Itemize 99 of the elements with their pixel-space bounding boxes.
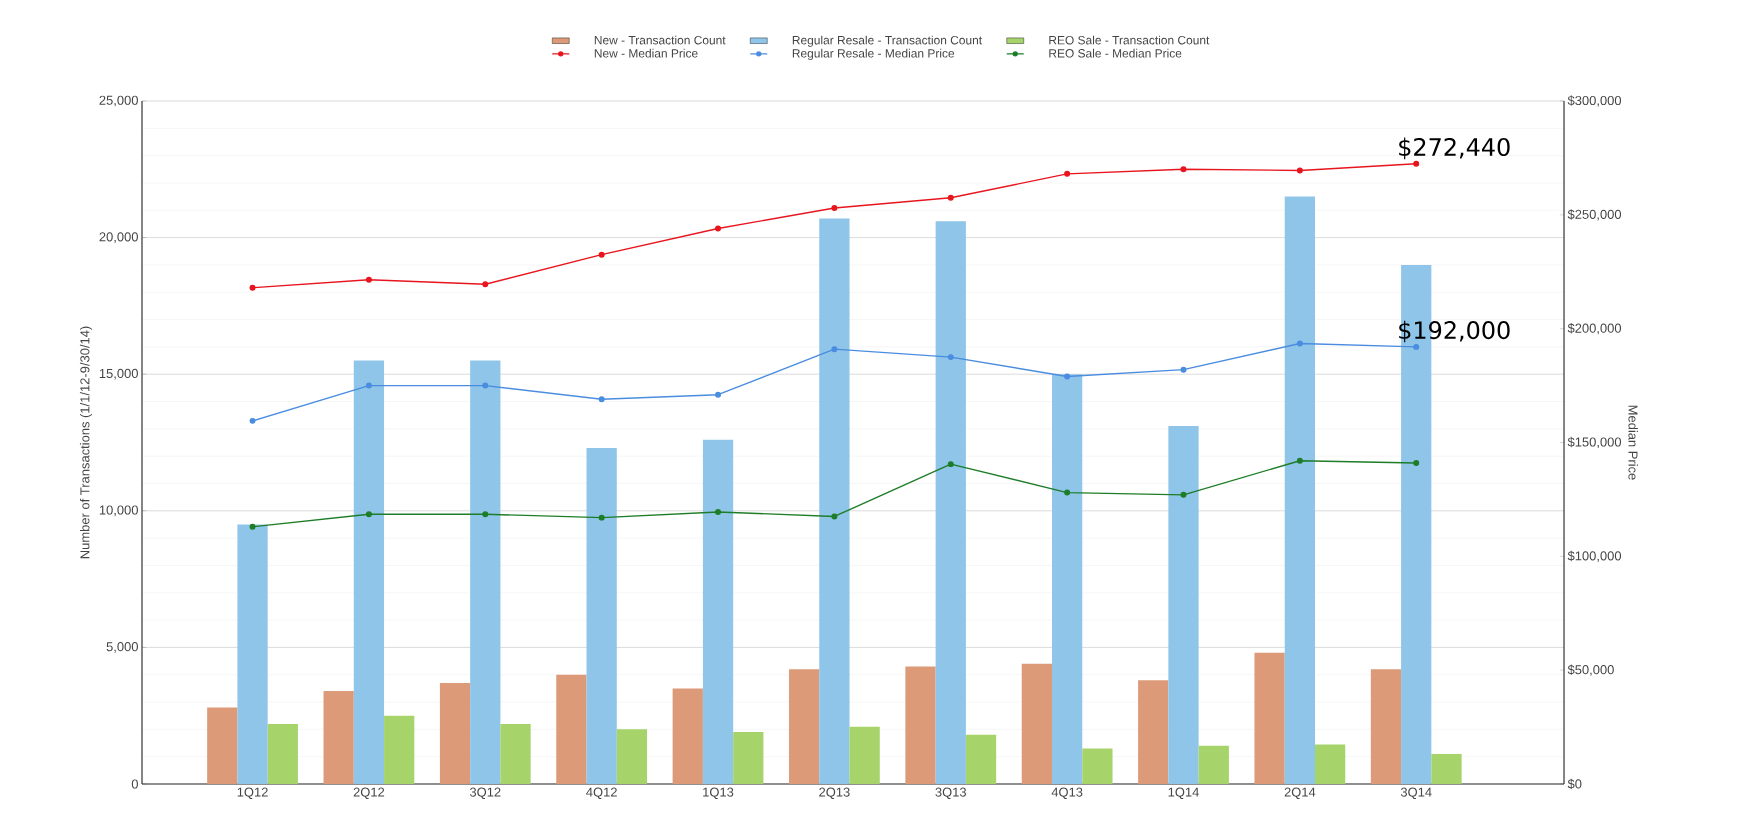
y2-tick-label: $50,000 <box>1567 664 1614 676</box>
y2-tick-label: $150,000 <box>1567 436 1622 449</box>
y-tick-label: 10,000 <box>99 505 138 517</box>
bar <box>1284 196 1315 784</box>
y2-tick-label: $300,000 <box>1567 95 1622 107</box>
x-tick-label: 2Q12 <box>353 787 385 800</box>
point <box>598 251 605 258</box>
y2-tick-label: $100,000 <box>1567 550 1622 562</box>
y-tick-label: 25,000 <box>99 95 138 107</box>
point <box>365 382 372 389</box>
bar <box>905 666 936 784</box>
point <box>715 225 722 232</box>
annotation: $272,440 <box>1399 137 1510 160</box>
y2-tick-label: $0 <box>1567 778 1582 790</box>
point <box>598 396 605 403</box>
bar <box>965 734 997 784</box>
y-axis-title: Number of Transactions (1/1/12-9/30/14) <box>79 326 93 559</box>
bar <box>470 360 501 784</box>
bar <box>556 674 587 784</box>
bar <box>384 715 415 784</box>
bar <box>1254 652 1285 784</box>
bar <box>616 729 648 784</box>
x-tick-label: 3Q12 <box>469 787 501 800</box>
legend-label: New - Transaction Count <box>594 35 726 45</box>
bar <box>207 707 238 784</box>
bar <box>1052 374 1083 784</box>
bar <box>702 439 734 784</box>
bar <box>789 669 820 784</box>
point <box>947 194 954 201</box>
point <box>831 205 838 211</box>
x-tick-label: 4Q12 <box>586 787 617 800</box>
bar <box>586 447 617 784</box>
point <box>249 417 256 424</box>
y2-axis-title: Median Price <box>1628 405 1638 480</box>
point <box>1413 460 1420 466</box>
bar <box>819 218 850 784</box>
point <box>1064 170 1071 177</box>
point <box>1296 457 1303 464</box>
x-tick-label: 1Q14 <box>1168 787 1199 800</box>
point <box>482 281 489 288</box>
bar <box>1168 426 1199 784</box>
bar <box>500 723 531 784</box>
point <box>249 523 256 530</box>
point <box>1064 373 1071 380</box>
x-tick-label: 3Q14 <box>1400 787 1432 800</box>
bar <box>1082 748 1113 784</box>
x-tick-label: 3Q13 <box>935 787 967 800</box>
bar <box>323 691 354 784</box>
point <box>365 511 372 518</box>
x-tick-label: 1Q12 <box>237 787 268 800</box>
bar <box>935 221 966 784</box>
x-tick-label: 4Q13 <box>1051 787 1083 800</box>
y2-tick-label: $250,000 <box>1567 209 1622 221</box>
legend-label: Regular Resale - Transaction Count <box>792 35 982 47</box>
legend-label: New - Median Price <box>594 48 698 58</box>
legend-label: REO Sale - Transaction Count <box>1049 35 1210 45</box>
point <box>1296 167 1303 174</box>
point <box>831 346 838 353</box>
y-tick-label: 15,000 <box>99 368 138 380</box>
annotation: $192,000 <box>1399 320 1510 343</box>
bar <box>1138 680 1169 784</box>
bar <box>237 524 268 784</box>
point <box>1180 166 1187 173</box>
point <box>1413 343 1420 350</box>
point <box>715 391 722 398</box>
y2-tick-label: $200,000 <box>1567 323 1622 335</box>
point <box>249 284 256 291</box>
y-tick-label: 5,000 <box>106 642 138 653</box>
point <box>365 276 372 283</box>
bar <box>733 732 764 784</box>
y-tick-label: 0 <box>131 779 138 789</box>
bar <box>267 723 298 784</box>
bar <box>849 726 880 784</box>
bar <box>1370 669 1402 784</box>
y-tick-label: 20,000 <box>99 232 138 243</box>
x-tick-label: 1Q13 <box>703 787 734 800</box>
bar <box>1315 744 1346 784</box>
point <box>598 514 605 521</box>
point <box>947 354 954 361</box>
x-tick-label: 2Q14 <box>1284 787 1316 800</box>
point <box>482 511 489 518</box>
bar <box>1198 745 1229 784</box>
point <box>831 513 838 520</box>
x-tick-label: 2Q13 <box>819 787 850 800</box>
point <box>1296 340 1303 347</box>
point <box>715 508 722 515</box>
point <box>1180 366 1187 373</box>
bar <box>1431 753 1462 784</box>
point <box>1413 160 1420 167</box>
point <box>1064 489 1071 496</box>
bar <box>439 682 471 784</box>
legend-label: REO Sale - Median Price <box>1049 48 1182 58</box>
bar <box>672 688 703 784</box>
point <box>482 382 489 389</box>
bar <box>353 360 385 784</box>
legend-label: Regular Resale - Median Price <box>792 48 955 60</box>
point <box>947 461 954 468</box>
point <box>1180 491 1187 498</box>
bar <box>1021 663 1052 784</box>
